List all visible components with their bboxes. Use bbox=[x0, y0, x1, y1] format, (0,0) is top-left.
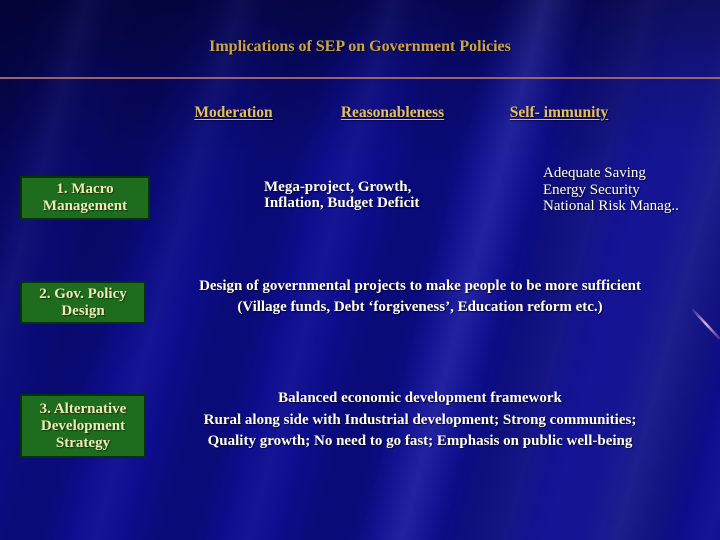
cell-alternative-development-text: Balanced economic development framework … bbox=[203, 390, 637, 449]
slide-title: Implications of SEP on Government Polici… bbox=[209, 38, 511, 55]
column-header-self-immunity: Self- immunity bbox=[509, 104, 609, 121]
row-label-alternative-development-strategy: 3. Alternative Development Strategy bbox=[20, 394, 146, 458]
row-label-gov-policy-design: 2. Gov. Policy Design bbox=[20, 281, 146, 324]
cell-macro-moderation-reasonableness: Mega-project, Growth, Inflation, Budget … bbox=[264, 179, 420, 211]
cell-macro-self-immunity: Adequate Saving Energy Security National… bbox=[543, 165, 679, 214]
title-divider-line bbox=[0, 77, 720, 79]
row-label-text: 2. Gov. Policy Design bbox=[39, 285, 127, 319]
row-label-macro-management: 1. Macro Management bbox=[20, 176, 150, 220]
row-label-text: 3. Alternative Development Strategy bbox=[39, 400, 127, 451]
column-header-reasonableness: Reasonableness bbox=[340, 104, 445, 121]
column-header-moderation: Moderation bbox=[194, 104, 273, 121]
cell-gov-policy-design-text: Design of governmental projects to make … bbox=[199, 278, 641, 315]
row-label-text: 1. Macro Management bbox=[42, 181, 128, 214]
